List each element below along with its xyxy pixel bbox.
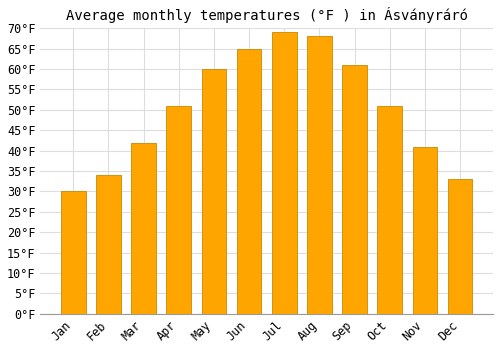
Bar [131, 142, 156, 314]
Bar [237, 49, 262, 314]
Title: Average monthly temperatures (°F ) in Ásványráró: Average monthly temperatures (°F ) in Ás… [66, 7, 468, 23]
Bar [307, 36, 332, 314]
Bar [448, 179, 472, 314]
Bar [342, 65, 367, 314]
Bar [166, 106, 191, 314]
Bar [202, 69, 226, 314]
Bar [96, 175, 120, 314]
Bar [412, 147, 438, 314]
Bar [61, 191, 86, 314]
Bar [378, 106, 402, 314]
Bar [272, 32, 296, 314]
